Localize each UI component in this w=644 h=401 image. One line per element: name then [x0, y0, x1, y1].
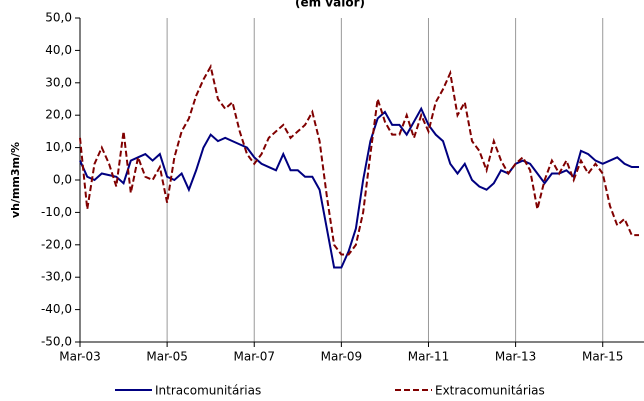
y-tick-label: -40,0: [41, 302, 72, 316]
y-tick-label: 0,0: [53, 173, 72, 187]
y-tick-label: -50,0: [41, 335, 72, 349]
y-tick-label: 40,0: [45, 43, 72, 57]
y-tick-label: -10,0: [41, 205, 72, 219]
series-line: [79, 63, 640, 256]
x-tick-label: Mar-15: [582, 350, 623, 364]
x-tick-label: Mar-13: [495, 350, 536, 364]
y-tick-label: -30,0: [41, 270, 72, 284]
y-tick-label: 10,0: [45, 140, 72, 154]
legend-label: Intracomunitárias: [155, 384, 261, 398]
x-tick-label: Mar-07: [233, 350, 274, 364]
series-line: [79, 106, 640, 269]
x-tick-label: Mar-03: [59, 350, 100, 364]
y-axis-label: vh/mm3m/%: [9, 142, 22, 218]
x-tick-label: Mar-11: [408, 350, 449, 364]
chart-title: (em valor): [295, 0, 365, 10]
x-tick-label: Mar-09: [321, 350, 362, 364]
y-tick-label: -20,0: [41, 237, 72, 251]
y-tick-label: 50,0: [45, 11, 72, 25]
x-tick-label: Mar-05: [146, 350, 187, 364]
legend-label: Extracomunitárias: [435, 384, 545, 398]
y-tick-label: 20,0: [45, 108, 72, 122]
y-tick-label: 30,0: [45, 75, 72, 89]
